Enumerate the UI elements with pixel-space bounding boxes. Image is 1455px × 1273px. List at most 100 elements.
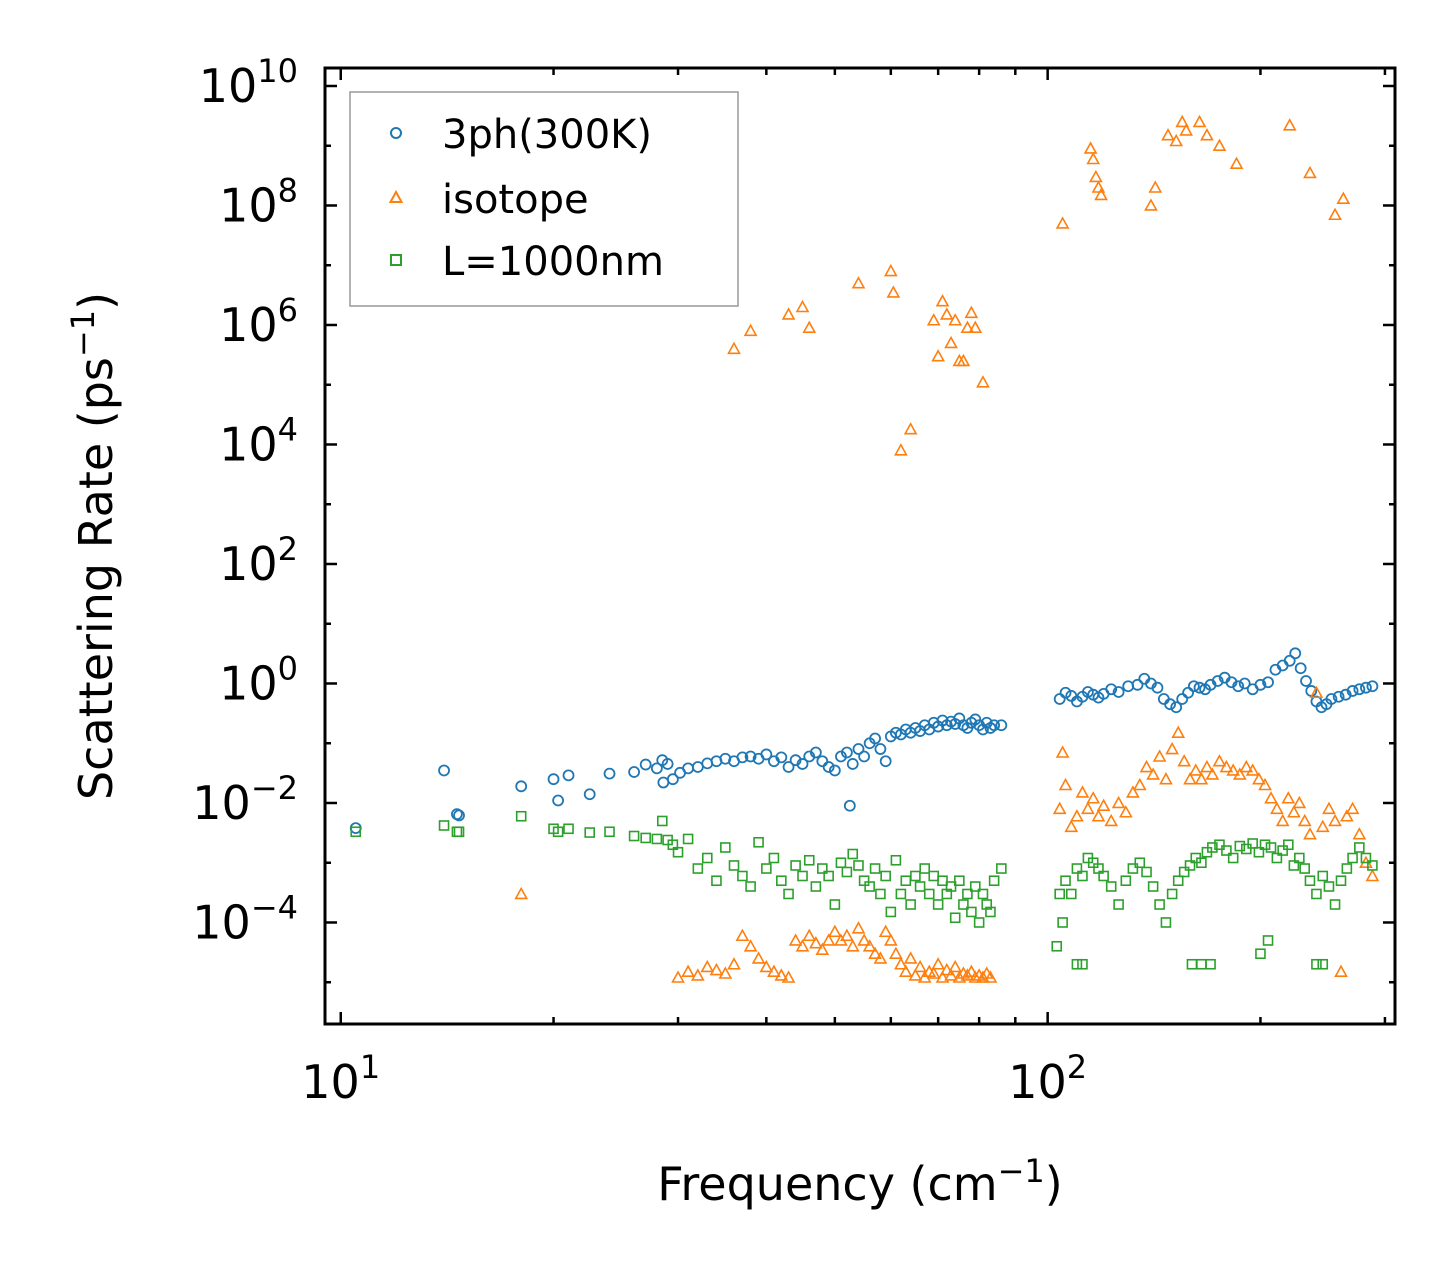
data-point <box>1132 777 1147 791</box>
plot-frame <box>323 66 1397 1026</box>
data-point <box>903 422 918 435</box>
data-point <box>976 970 990 983</box>
data-point <box>954 875 965 887</box>
data-point <box>948 313 963 326</box>
data-point <box>1055 216 1070 229</box>
data-point <box>937 875 948 887</box>
data-point <box>1065 888 1077 900</box>
data-point <box>767 964 781 978</box>
data-point <box>789 754 802 767</box>
data-point <box>935 970 950 983</box>
data-point <box>846 758 859 770</box>
data-point <box>515 780 528 793</box>
data-point <box>1083 141 1098 154</box>
data-point <box>1262 676 1274 689</box>
data-point <box>1054 888 1065 900</box>
data-point <box>453 826 465 838</box>
data-point <box>995 719 1008 732</box>
data-point <box>988 719 1001 732</box>
data-point <box>1329 899 1341 910</box>
data-point <box>1221 845 1232 856</box>
data-point <box>795 299 810 313</box>
data-point <box>977 723 989 736</box>
data-point <box>1317 958 1329 970</box>
data-point <box>910 870 921 882</box>
data-point <box>761 863 772 874</box>
data-point <box>1200 759 1214 773</box>
data-point <box>952 970 967 983</box>
y-tick-label: 102 <box>219 530 298 591</box>
data-point <box>988 875 1000 887</box>
data-point <box>1105 881 1117 892</box>
data-point <box>1303 165 1317 179</box>
data-point <box>768 852 780 864</box>
data-point <box>1232 767 1247 780</box>
data-point <box>1262 935 1274 946</box>
data-point <box>1120 875 1132 887</box>
data-point <box>1332 690 1345 703</box>
data-point <box>1252 772 1266 785</box>
data-point <box>628 830 640 842</box>
data-point <box>829 899 841 910</box>
data-point <box>1077 870 1088 882</box>
legend-frame <box>349 91 739 307</box>
data-point <box>1317 870 1329 882</box>
data-point <box>1328 813 1342 827</box>
data-point <box>690 968 705 981</box>
data-point <box>889 946 903 960</box>
data-point <box>847 848 859 860</box>
data-point <box>923 888 935 900</box>
data-point <box>1287 805 1301 818</box>
data-point <box>969 881 981 892</box>
data-point <box>956 353 971 367</box>
data-point <box>977 888 989 900</box>
data-point <box>905 899 916 910</box>
data-point <box>604 826 615 838</box>
data-point <box>1183 772 1197 785</box>
data-point <box>552 794 565 807</box>
data-point <box>1207 842 1218 853</box>
data-point <box>1214 839 1225 851</box>
data-point <box>753 836 764 848</box>
data-point <box>744 750 757 763</box>
data-point <box>639 758 652 771</box>
data-point <box>1311 958 1322 970</box>
data-point <box>1098 870 1109 882</box>
data-point <box>890 854 902 866</box>
data-point <box>1300 675 1312 687</box>
data-point <box>1179 123 1193 136</box>
data-point <box>1182 686 1194 699</box>
data-point <box>1227 852 1239 864</box>
data-point <box>1060 875 1071 887</box>
data-point <box>939 307 954 320</box>
data-point <box>438 820 450 831</box>
data-point <box>438 764 450 777</box>
y-tick-label: 104 <box>219 410 298 471</box>
data-point <box>894 443 908 456</box>
data-point <box>913 959 927 973</box>
data-point <box>976 375 990 388</box>
data-point <box>651 833 663 845</box>
data-point <box>1169 133 1184 147</box>
data-point <box>1094 187 1108 201</box>
data-point <box>1112 686 1125 698</box>
data-point <box>774 968 789 981</box>
data-point <box>895 888 907 900</box>
legend-marker-3ph <box>390 127 402 139</box>
data-point <box>985 906 996 918</box>
data-point <box>1347 852 1358 864</box>
data-point <box>711 875 722 887</box>
x-tick-labels: 101 102 <box>301 1048 1087 1109</box>
data-point <box>973 917 985 928</box>
data-point <box>743 939 758 952</box>
data-point <box>1178 866 1190 878</box>
data-point <box>885 906 897 918</box>
data-point <box>709 962 724 976</box>
data-point <box>1294 852 1305 864</box>
data-point <box>932 899 944 910</box>
data-point <box>914 881 926 892</box>
data-point <box>547 773 560 786</box>
data-point <box>931 349 946 362</box>
data-point <box>962 888 973 900</box>
data-point <box>879 755 892 768</box>
